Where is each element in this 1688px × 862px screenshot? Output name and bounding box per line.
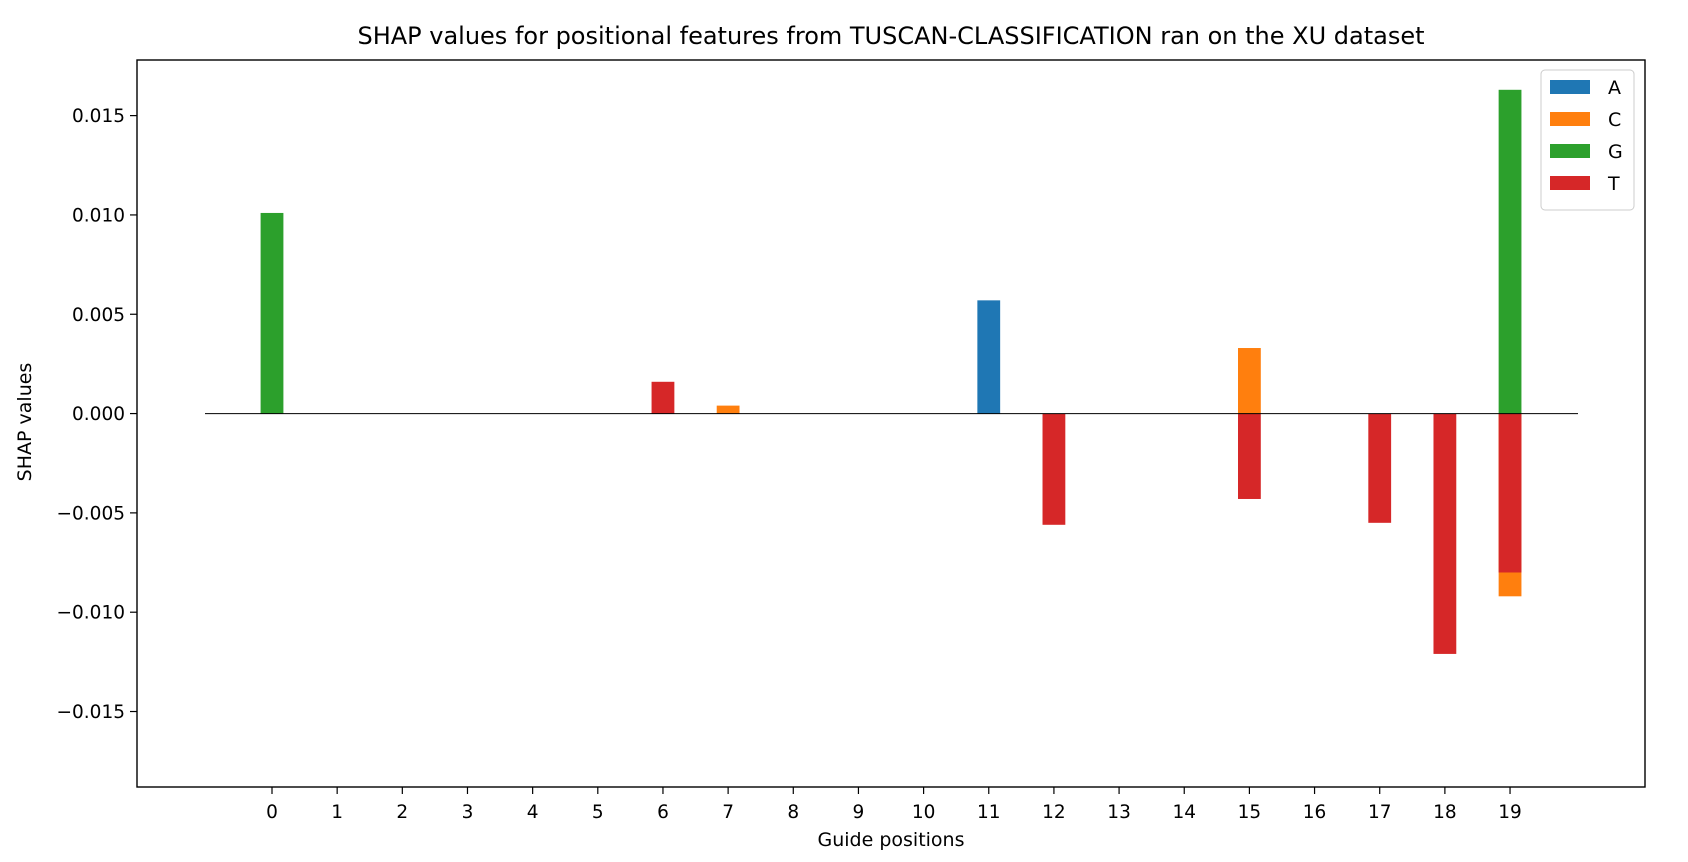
- bar-T-pos-15: [1238, 413, 1261, 499]
- y-tick-label: −0.005: [57, 503, 125, 524]
- x-tick-label: 15: [1238, 802, 1262, 823]
- x-tick-label: 8: [787, 802, 799, 823]
- x-tick-label: 6: [657, 802, 669, 823]
- x-tick-label: 16: [1303, 802, 1327, 823]
- legend-box: [1540, 69, 1635, 211]
- x-tick-label: 17: [1368, 802, 1392, 823]
- plot-frame: [136, 59, 1646, 788]
- x-tick-label: 7: [722, 802, 734, 823]
- legend-label-A: A: [1608, 77, 1621, 99]
- x-tick-label: 13: [1107, 802, 1131, 823]
- legend-label-T: T: [1607, 173, 1620, 195]
- bar-T-pos-6: [651, 381, 675, 414]
- y-tick-label: 0.005: [72, 305, 125, 326]
- bar-C-pos-7: [716, 405, 740, 414]
- x-tick-label: 4: [527, 802, 539, 823]
- x-tick-label: 18: [1433, 802, 1457, 823]
- bar-T-pos-19: [1498, 413, 1522, 573]
- x-tick-label: 12: [1042, 802, 1066, 823]
- x-tick-label: 19: [1498, 802, 1522, 823]
- bar-G-pos-0: [260, 212, 284, 414]
- x-axis-ticks: 0 1 2 3 4 5 6 7 8 9 10 11 12 13 14 15 16 17 18 19: [266, 787, 1522, 823]
- legend-swatch-T: [1550, 176, 1590, 190]
- chart-title: SHAP values for positional features from…: [357, 22, 1424, 50]
- x-tick-label: 1: [331, 802, 343, 823]
- bars-layer: [260, 89, 1522, 654]
- x-tick-label: 11: [977, 802, 1001, 823]
- x-tick-label: 2: [396, 802, 408, 823]
- x-axis-label: Guide positions: [818, 829, 965, 851]
- y-axis-label: SHAP values: [14, 363, 36, 482]
- legend-swatch-G: [1550, 144, 1590, 158]
- y-tick-label: −0.010: [57, 603, 125, 624]
- y-tick-label: −0.015: [57, 702, 125, 723]
- x-tick-label: 14: [1172, 802, 1196, 823]
- y-axis-ticks: −0.015 −0.010 −0.005 0.000 0.005 0.010 0.015: [57, 106, 137, 723]
- bar-C-pos-15: [1238, 348, 1261, 414]
- bar-T-pos-17: [1368, 413, 1392, 523]
- x-tick-label: 10: [912, 802, 936, 823]
- x-tick-label: 0: [266, 802, 278, 823]
- x-tick-label: 5: [592, 802, 604, 823]
- bar-A-pos-11: [977, 300, 1001, 414]
- legend-swatch-C: [1550, 112, 1590, 126]
- legend-swatch-A: [1550, 80, 1590, 94]
- x-tick-label: 9: [853, 802, 865, 823]
- bar-G-pos-19: [1498, 89, 1522, 414]
- legend-label-G: G: [1608, 141, 1623, 163]
- legend-label-C: C: [1608, 109, 1621, 131]
- bar-T-pos-12: [1042, 413, 1066, 525]
- y-tick-label: 0.015: [72, 106, 125, 127]
- x-tick-label: 3: [462, 802, 474, 823]
- bar-T-pos-18: [1433, 413, 1457, 654]
- y-tick-label: 0.000: [72, 404, 125, 425]
- y-tick-label: 0.010: [72, 205, 125, 226]
